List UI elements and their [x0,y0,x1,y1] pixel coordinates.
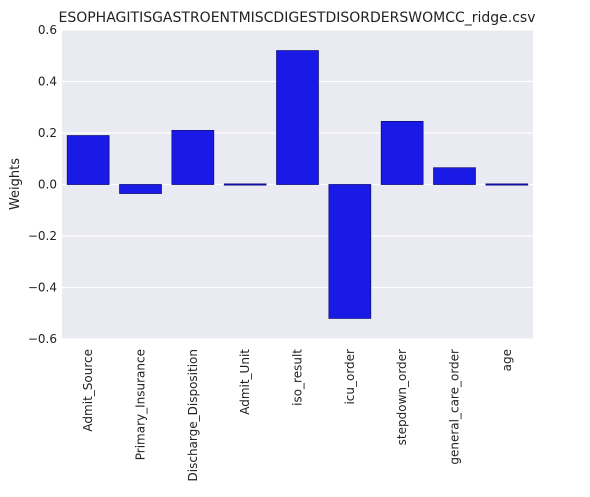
bar-admit-unit [223,183,267,186]
bars [66,50,529,319]
x-tick-label: Primary_Insurance [134,349,148,460]
y-tick-label: −0.4 [28,281,57,295]
y-tick-label: −0.6 [28,332,57,346]
y-tick-label: 0.2 [38,126,57,140]
y-tick-labels: −0.6 −0.4 −0.2 0.0 0.2 0.4 0.6 [28,23,57,346]
x-tick-label: age [500,349,514,371]
x-tick-label: general_care_order [448,349,462,465]
x-tick-labels: Admit_Source Primary_Insurance Discharge_D… [81,349,514,482]
x-tick-label: Admit_Source [81,349,95,432]
y-tick-label: 0.4 [38,75,57,89]
x-tick-label: Admit_Unit [238,349,252,415]
bar-age [485,183,529,186]
bar-admit-source [66,135,110,185]
x-tick-label: iso_result [291,349,305,406]
chart-title: ESOPHAGITISGASTROENTMISCDIGESTDISORDERSW… [58,10,535,26]
bar-iso-result [276,50,319,185]
bar-general-care-order [433,167,476,185]
bar-icu-order [328,184,372,319]
x-tick-label: stepdown_order [395,349,409,445]
y-tick-label: 0.0 [38,178,57,192]
y-axis-label: Weights [8,158,23,210]
y-tick-label: 0.6 [38,23,57,37]
x-tick-label: icu_order [343,349,357,405]
bar-primary-insurance [119,184,162,194]
x-tick-label: Discharge_Disposition [186,349,200,481]
y-tick-label: −0.2 [28,229,57,243]
bar-stepdown-order [380,121,424,185]
bar-discharge-disposition [171,130,215,185]
